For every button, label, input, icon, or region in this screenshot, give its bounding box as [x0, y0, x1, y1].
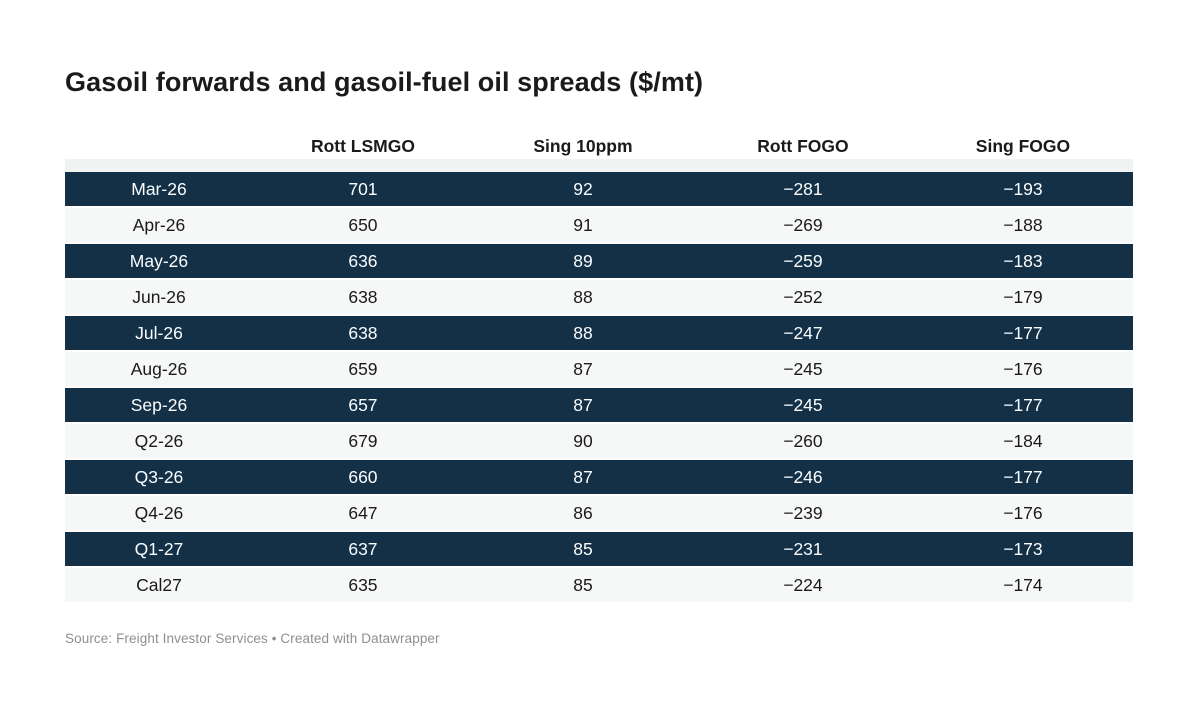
cell-value: −281: [783, 178, 823, 199]
row-label: Sep-26: [130, 394, 188, 415]
cell-value: 88: [573, 322, 593, 343]
cell-value: 701: [348, 178, 378, 199]
row-label: Q4-26: [134, 502, 184, 523]
cell-value: −252: [783, 286, 823, 307]
table-row: May-26 636 89 −259 −183: [65, 244, 1133, 280]
table-row: Q3-26 660 87 −246 −177: [65, 460, 1133, 496]
cell-value: −177: [1003, 394, 1043, 415]
cell-value: −176: [1003, 502, 1043, 523]
cell-value: 89: [573, 250, 593, 271]
cell-value: −184: [1003, 430, 1043, 451]
cell-value: −247: [783, 322, 823, 343]
cell-value: −177: [1003, 322, 1043, 343]
cell-value: 637: [348, 538, 378, 559]
column-header-rott-fogo: Rott FOGO: [757, 136, 849, 156]
cell-value: −176: [1003, 358, 1043, 379]
row-label: Aug-26: [130, 358, 188, 379]
table-row: Q2-26 679 90 −260 −184: [65, 424, 1133, 460]
cell-value: 86: [573, 502, 593, 523]
cell-value: 91: [573, 214, 593, 235]
cell-value: 87: [573, 466, 593, 487]
cell-value: −259: [783, 250, 823, 271]
cell-value: 636: [348, 250, 378, 271]
cell-value: −173: [1003, 538, 1043, 559]
cell-value: 88: [573, 286, 593, 307]
column-header-sing-10ppm: Sing 10ppm: [533, 136, 633, 156]
cell-value: 657: [348, 394, 378, 415]
table-header-row: Rott LSMGO Sing 10ppm Rott FOGO Sing FOG…: [65, 135, 1133, 157]
cell-value: −260: [783, 430, 823, 451]
table-body: Mar-26 701 92 −281 −193 Apr-26 650 91 −269 −188 Ma…: [65, 172, 1133, 604]
cell-value: 647: [348, 502, 378, 523]
cell-value: −231: [783, 538, 823, 559]
cell-value: 638: [348, 286, 378, 307]
table-row: Q4-26 647 86 −239 −176: [65, 496, 1133, 532]
row-label: Q1-27: [134, 538, 184, 559]
row-label: Q3-26: [134, 466, 184, 487]
table-row: Cal27 635 85 −224 −174: [65, 568, 1133, 604]
cell-value: 87: [573, 394, 593, 415]
cell-value: −245: [783, 394, 823, 415]
cell-value: 85: [573, 574, 593, 595]
row-label: May-26: [129, 250, 189, 271]
row-label: Q2-26: [134, 430, 184, 451]
table-row: Q1-27 637 85 −231 −173: [65, 532, 1133, 568]
header-divider: [65, 159, 1133, 172]
cell-value: −183: [1003, 250, 1043, 271]
cell-value: −246: [783, 466, 823, 487]
column-header-rott-lsmgo: Rott LSMGO: [310, 136, 415, 156]
table-row: Mar-26 701 92 −281 −193: [65, 172, 1133, 208]
cell-value: −239: [783, 502, 823, 523]
row-label: Jul-26: [135, 322, 183, 343]
cell-value: 638: [348, 322, 378, 343]
cell-value: 85: [573, 538, 593, 559]
cell-value: 650: [348, 214, 378, 235]
row-label: Jun-26: [132, 286, 186, 307]
cell-value: 87: [573, 358, 593, 379]
cell-value: −188: [1003, 214, 1043, 235]
cell-value: −245: [783, 358, 823, 379]
row-label: Mar-26: [131, 178, 187, 199]
cell-value: −179: [1003, 286, 1043, 307]
row-label: Cal27: [136, 574, 182, 595]
table-row: Jul-26 638 88 −247 −177: [65, 316, 1133, 352]
cell-value: 659: [348, 358, 378, 379]
cell-value: 92: [573, 178, 593, 199]
cell-value: 660: [348, 466, 378, 487]
cell-value: 679: [348, 430, 378, 451]
cell-value: −224: [783, 574, 823, 595]
cell-value: −177: [1003, 466, 1043, 487]
table-row: Sep-26 657 87 −245 −177: [65, 388, 1133, 424]
cell-value: −193: [1003, 178, 1043, 199]
cell-value: −174: [1003, 574, 1043, 595]
cell-value: 90: [573, 430, 593, 451]
cell-value: 635: [348, 574, 378, 595]
table-row: Aug-26 659 87 −245 −176: [65, 352, 1133, 388]
table-row: Apr-26 650 91 −269 −188: [65, 208, 1133, 244]
source-note: Source: Freight Investor Services • Crea…: [65, 631, 440, 646]
column-header-sing-fogo: Sing FOGO: [975, 136, 1071, 156]
row-label: Apr-26: [132, 214, 186, 235]
cell-value: −269: [783, 214, 823, 235]
page-title: Gasoil forwards and gasoil-fuel oil spre…: [65, 67, 704, 97]
table-row: Jun-26 638 88 −252 −179: [65, 280, 1133, 316]
